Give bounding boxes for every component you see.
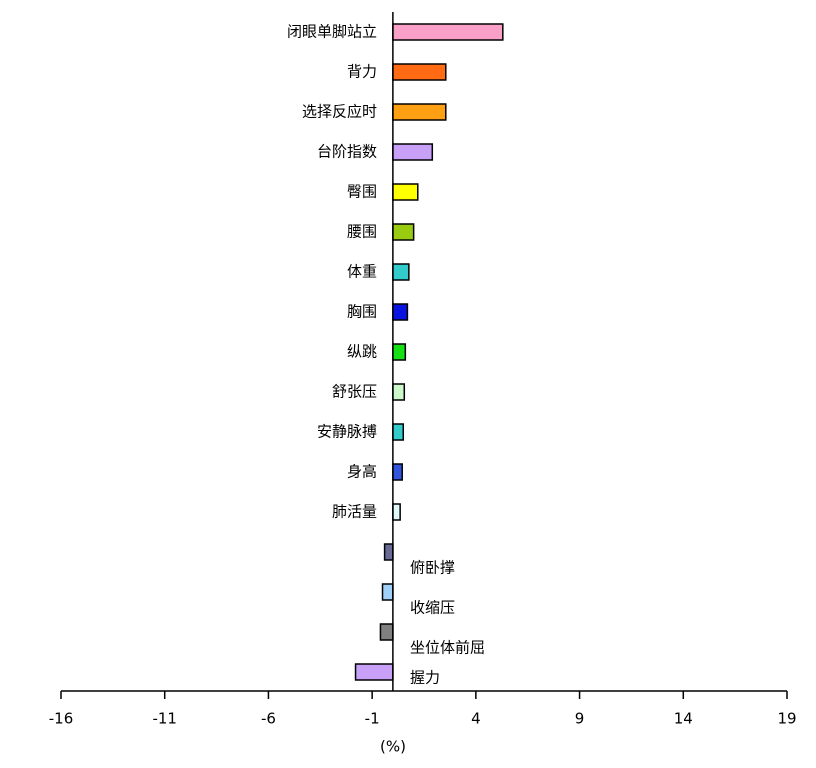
bar: [379, 623, 394, 641]
x-axis-label: (%): [380, 738, 406, 756]
y-tick-label: 坐位体前屈: [410, 639, 485, 657]
bar: [354, 663, 394, 681]
bar: [392, 463, 403, 481]
bar: [392, 303, 409, 321]
bar: [392, 343, 407, 361]
y-tick-label: 选择反应时: [302, 103, 377, 121]
y-tick-label: 胸围: [347, 303, 377, 321]
y-tick-label: 臀围: [347, 183, 377, 201]
y-tick-label: 体重: [347, 263, 377, 281]
y-tick-label: 收缩压: [410, 599, 455, 617]
bar: [392, 423, 405, 441]
y-tick-label: 安静脉搏: [317, 423, 377, 441]
x-tick-label: 4: [471, 710, 481, 728]
x-tick-label: -6: [261, 710, 276, 728]
bar: [392, 263, 410, 281]
y-tick-label: 腰围: [347, 223, 377, 241]
y-tick-label: 俯卧撑: [410, 559, 455, 577]
bar: [392, 23, 504, 41]
bar: [392, 103, 447, 121]
x-tick-label: 9: [575, 710, 585, 728]
x-tick-label: -11: [152, 710, 177, 728]
y-tick-label: 台阶指数: [317, 143, 377, 161]
bar: [392, 63, 447, 81]
y-tick-label: 背力: [347, 63, 377, 81]
x-tick-label: 14: [674, 710, 693, 728]
bar: [392, 183, 419, 201]
y-tick-label: 肺活量: [332, 503, 377, 521]
x-tick-label: -1: [365, 710, 380, 728]
bar: [392, 503, 401, 521]
y-tick-label: 舒张压: [332, 383, 377, 401]
x-tick-label: -16: [49, 710, 74, 728]
y-tick-label: 握力: [410, 669, 440, 687]
bar: [392, 223, 415, 241]
y-tick-label: 纵跳: [347, 343, 377, 361]
y-tick-label: 身高: [347, 463, 377, 481]
y-tick-label: 闭眼单脚站立: [287, 23, 377, 41]
bar: [392, 143, 434, 161]
bar: [383, 543, 394, 561]
bar: [392, 383, 406, 401]
bar: [381, 583, 394, 601]
x-tick-label: 19: [777, 710, 796, 728]
